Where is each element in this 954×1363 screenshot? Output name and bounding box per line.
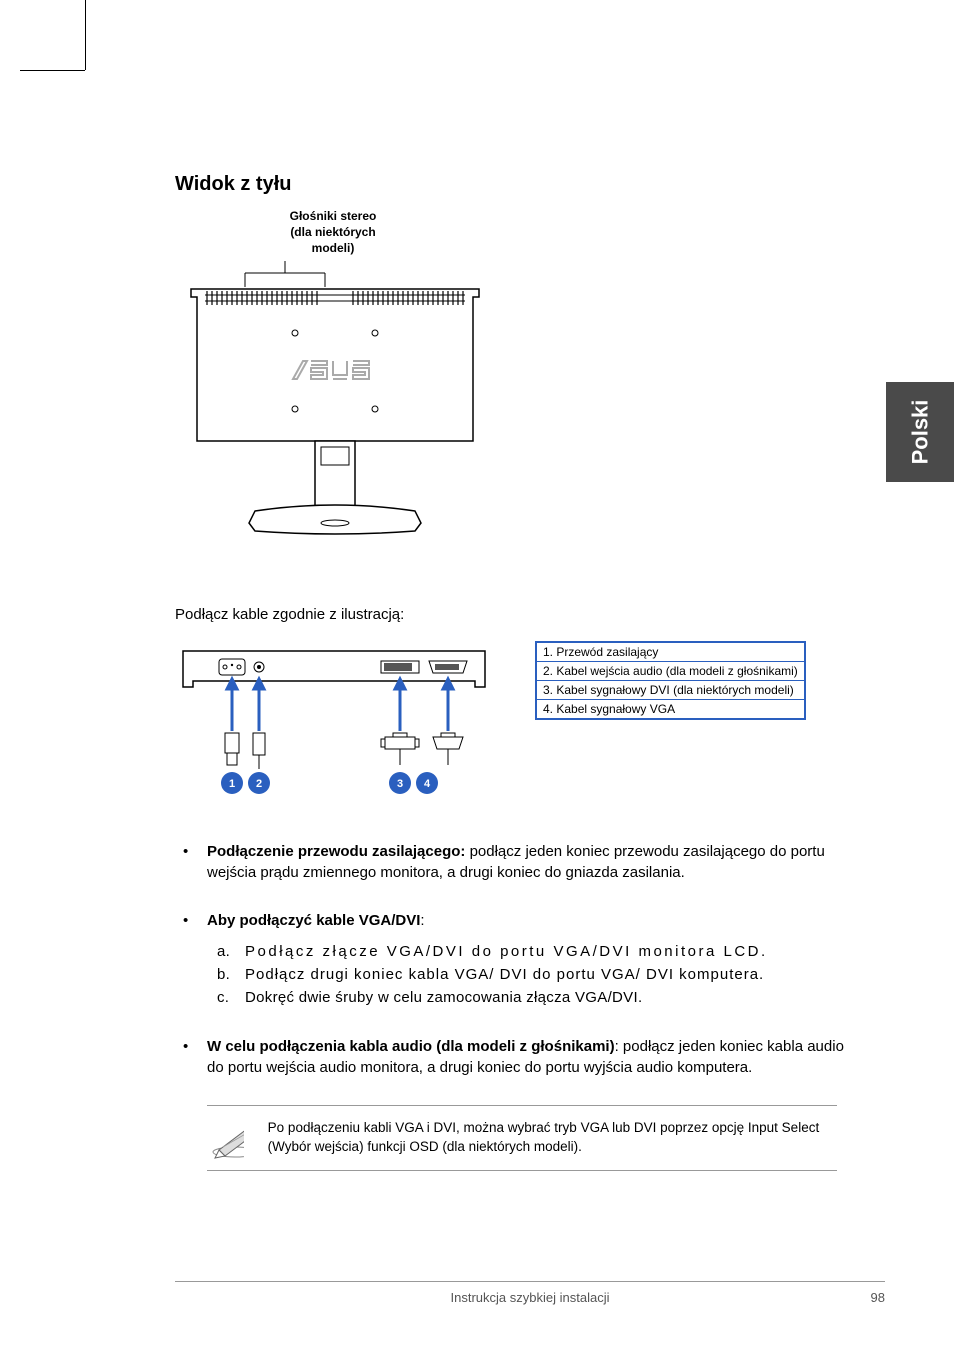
- page-crop-mark-left: [85, 0, 86, 70]
- bullet-vga-colon: :: [420, 912, 424, 929]
- legend-item-1: 1. Przewód zasilający: [537, 643, 804, 662]
- bullet-vga-bold: Aby podłączyć kable VGA/DVI: [207, 912, 420, 929]
- legend-item-3: 3. Kabel sygnałowy DVI (dla niektórych m…: [537, 681, 804, 700]
- language-tab: Polski: [886, 382, 954, 482]
- footer-title: Instrukcja szybkiej instalacji: [451, 1290, 610, 1305]
- page-footer: Instrukcja szybkiej instalacji 98: [175, 1281, 885, 1305]
- language-tab-label: Polski: [907, 400, 933, 465]
- sub-a-text: Podłącz złącze VGA/DVI do portu VGA/DVI …: [245, 943, 768, 960]
- badge-1: 1: [229, 778, 235, 790]
- intro-text: Podłącz kable zgodnie z ilustracją:: [175, 606, 855, 623]
- badge-4: 4: [424, 778, 431, 790]
- monitor-rear-figure: Głośniki stereo (dla niektórych modeli): [185, 208, 855, 546]
- footer-page-number: 98: [871, 1290, 885, 1305]
- sub-b: b.Podłącz drugi koniec kabla VGA/ DVI do…: [217, 963, 855, 986]
- bullet-power-bold: Podłączenie przewodu zasilającego:: [207, 843, 465, 860]
- cable-legend: 1. Przewód zasilający 2. Kabel wejścia a…: [535, 641, 806, 720]
- badge-2: 2: [256, 778, 262, 790]
- connector-panel-svg: 1 2 3 4: [175, 641, 495, 801]
- page-content: Widok z tyłu Głośniki stereo (dla niektó…: [175, 173, 855, 1171]
- pencil-icon: [207, 1116, 244, 1160]
- speaker-label: Głośniki stereo (dla niektórych modeli): [263, 208, 403, 257]
- bullet-power: Podłączenie przewodu zasilającego: podłą…: [175, 841, 855, 885]
- page-crop-mark-top: [20, 70, 85, 71]
- badge-3: 3: [397, 778, 403, 790]
- sub-a: a.Podłącz złącze VGA/DVI do portu VGA/DV…: [217, 940, 855, 963]
- legend-item-2: 2. Kabel wejścia audio (dla modeli z gło…: [537, 662, 804, 681]
- legend-item-4: 4. Kabel sygnałowy VGA: [537, 700, 804, 718]
- speaker-label-line3: modeli): [312, 241, 355, 255]
- bullet-audio: W celu podłączenia kabla audio (dla mode…: [175, 1036, 855, 1080]
- sub-c-text: Dokręć dwie śruby w celu zamocowania złą…: [245, 989, 642, 1006]
- note-text: Po podłączeniu kabli VGA i DVI, można wy…: [268, 1119, 837, 1157]
- connector-figure-row: 1 2 3 4 1. Przewód zasilający 2. Kabel w…: [175, 641, 855, 801]
- speaker-label-line2: (dla niektórych: [290, 225, 375, 239]
- sub-c: c.Dokręć dwie śruby w celu zamocowania z…: [217, 986, 855, 1009]
- instruction-list: Podłączenie przewodu zasilającego: podłą…: [175, 841, 855, 1080]
- section-title: Widok z tyłu: [175, 173, 855, 196]
- speaker-label-line1: Głośniki stereo: [290, 209, 377, 223]
- sub-b-text: Podłącz drugi koniec kabla VGA/ DVI do p…: [245, 966, 764, 983]
- bullet-audio-bold: W celu podłączenia kabla audio (dla mode…: [207, 1038, 615, 1055]
- monitor-rear-svg: [185, 261, 485, 541]
- bullet-vga: Aby podłączyć kable VGA/DVI: a.Podłącz z…: [175, 910, 855, 1010]
- note-box: Po podłączeniu kabli VGA i DVI, można wy…: [207, 1105, 837, 1171]
- vga-sublist: a.Podłącz złącze VGA/DVI do portu VGA/DV…: [217, 940, 855, 1010]
